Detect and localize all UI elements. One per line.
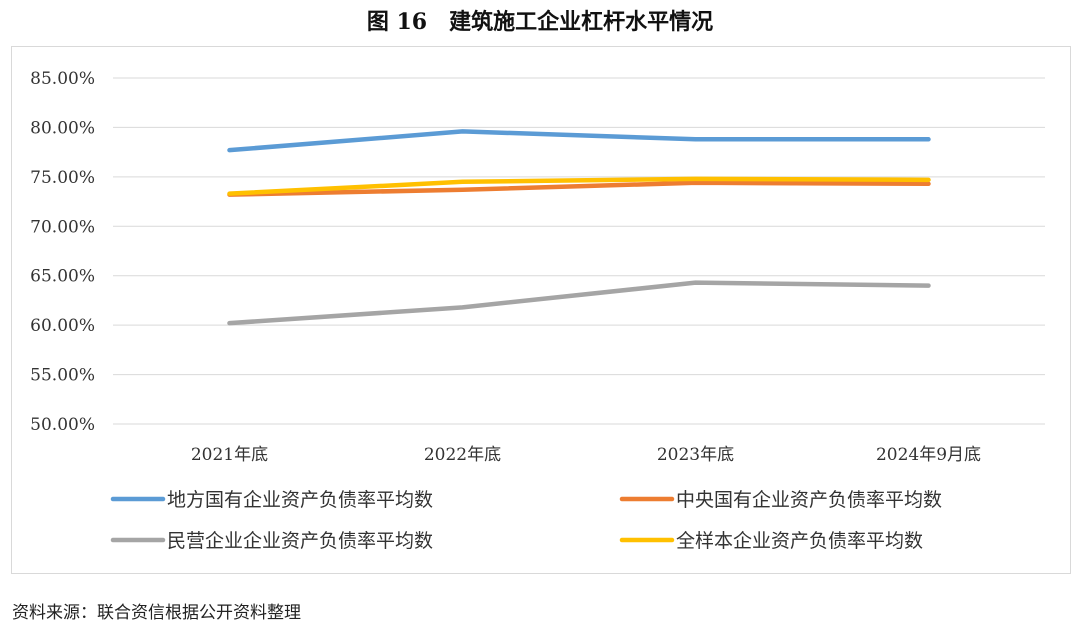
legend-label: 中央国有企业资产负债率平均数 xyxy=(676,489,942,511)
y-tick-label: 65.00% xyxy=(30,267,95,287)
x-tick-label: 2021年底 xyxy=(191,445,268,465)
legend: 地方国有企业资产负债率平均数 中央国有企业资产负债率平均数民营企业企业资产负债率平… xyxy=(110,489,942,552)
y-tick-label: 85.00% xyxy=(30,69,95,89)
y-tick-label: 80.00% xyxy=(30,118,95,138)
series-line xyxy=(227,280,931,326)
series-line xyxy=(227,176,931,196)
x-axis-tick-labels: 2021年底 2022年底 2023年底 2024年9月底 xyxy=(191,445,981,465)
figure-number: 图 16 xyxy=(366,9,428,35)
source-note: 资料来源：联合资信根据公开资料整理 xyxy=(12,603,301,623)
x-tick-label: 2024年9月底 xyxy=(876,445,981,465)
chart-frame xyxy=(11,46,1071,574)
x-tick-label: 2022年底 xyxy=(424,445,501,465)
y-tick-label: 75.00% xyxy=(30,168,95,188)
x-tick-label: 2023年底 xyxy=(657,445,734,465)
y-tick-label: 50.00% xyxy=(30,415,95,435)
figure-title: 建筑施工企业杠杆水平情况 xyxy=(449,10,714,35)
legend-label: 民营企业企业资产负债率平均数 xyxy=(167,530,433,552)
series-lines xyxy=(227,129,931,326)
legend-label: 地方国有企业资产负债率平均数 xyxy=(167,489,433,511)
y-tick-label: 55.00% xyxy=(30,366,95,386)
gridlines xyxy=(113,77,1045,425)
y-axis-tick-labels: 50.00% 55.00% 60.00% 65.00% 70.00% 75.00% 80.0… xyxy=(30,69,95,435)
series-line xyxy=(227,180,931,197)
y-tick-label: 60.00% xyxy=(30,316,95,336)
series-line xyxy=(227,129,931,153)
chart-title: 图 16 建筑施工企业杠杆水平情况 xyxy=(0,4,1080,36)
legend-label: 全样本企业资产负债率平均数 xyxy=(676,530,923,552)
y-tick-label: 70.00% xyxy=(30,217,95,237)
